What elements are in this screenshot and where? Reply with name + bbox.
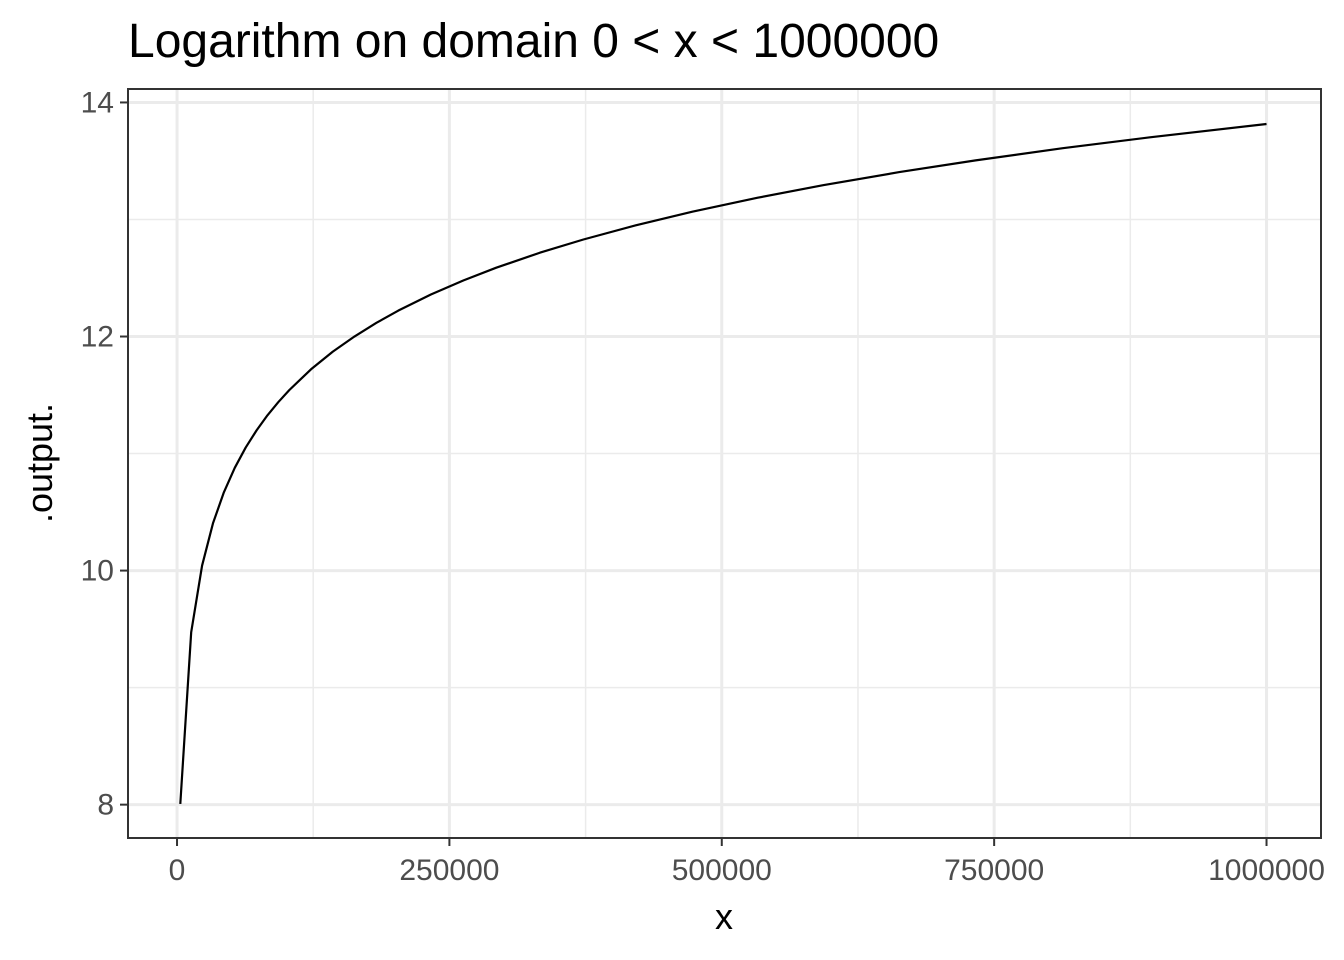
x-tick-label: 500000: [672, 854, 772, 887]
y-tick-label: 8: [97, 789, 114, 822]
y-axis-title: .output.: [19, 403, 60, 523]
y-tick-label: 10: [81, 555, 114, 588]
x-axis-title: x: [715, 896, 733, 937]
x-tick-label: 0: [169, 854, 186, 887]
x-tick-label: 1000000: [1208, 854, 1325, 887]
grid: [128, 89, 1321, 838]
panel-background: [128, 89, 1321, 838]
x-tick-label: 250000: [399, 854, 499, 887]
y-tick-label: 12: [81, 321, 114, 354]
y-tick-label: 14: [81, 86, 114, 119]
chart-title: Logarithm on domain 0 < x < 1000000: [128, 15, 939, 68]
x-tick-label: 750000: [944, 854, 1044, 887]
